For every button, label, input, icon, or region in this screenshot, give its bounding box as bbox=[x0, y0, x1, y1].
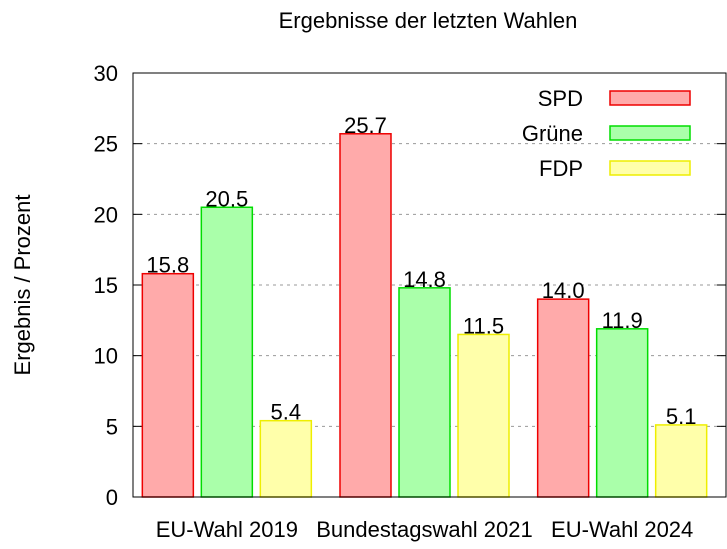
y-tick-label: 10 bbox=[94, 344, 118, 369]
value-label: 5.1 bbox=[666, 404, 697, 429]
plot-border bbox=[132, 72, 727, 498]
value-label: 15.8 bbox=[146, 253, 189, 278]
y-tick-label: 15 bbox=[94, 273, 118, 298]
y-tick-label: 25 bbox=[94, 132, 118, 157]
bar bbox=[141, 272, 195, 498]
legend-label: FDP bbox=[539, 156, 583, 181]
value-label: 20.5 bbox=[205, 186, 248, 211]
bar bbox=[654, 424, 708, 498]
bar bbox=[595, 328, 649, 498]
value-label: 5.4 bbox=[271, 400, 302, 425]
bar bbox=[536, 298, 590, 498]
y-tick-label: 0 bbox=[106, 485, 118, 510]
x-tick-label: Bundestagswahl 2021 bbox=[316, 517, 533, 542]
y-tick-label: 20 bbox=[94, 202, 118, 227]
bar bbox=[200, 206, 254, 498]
bar bbox=[259, 419, 313, 498]
x-tick-label: EU-Wahl 2024 bbox=[551, 517, 693, 542]
x-tick-label: EU-Wahl 2019 bbox=[156, 517, 298, 542]
bar bbox=[339, 133, 392, 498]
legend-label: Grüne bbox=[522, 121, 583, 146]
value-label: 11.5 bbox=[463, 313, 504, 338]
legend-swatch bbox=[609, 125, 691, 141]
y-tick-label: 5 bbox=[106, 414, 118, 439]
y-tick-label: 30 bbox=[94, 61, 118, 86]
legend-swatch bbox=[609, 90, 691, 106]
bar bbox=[398, 287, 451, 498]
bar bbox=[457, 333, 510, 498]
value-label: 14.0 bbox=[542, 278, 585, 303]
legend-label: SPD bbox=[538, 86, 583, 111]
value-label: 11.9 bbox=[602, 308, 643, 333]
y-axis-label: Ergebnis / Prozent bbox=[10, 195, 35, 376]
chart-title: Ergebnisse der letzten Wahlen bbox=[279, 8, 578, 33]
value-label: 14.8 bbox=[403, 267, 446, 292]
value-label: 25.7 bbox=[344, 113, 387, 138]
legend-swatch bbox=[609, 160, 691, 176]
